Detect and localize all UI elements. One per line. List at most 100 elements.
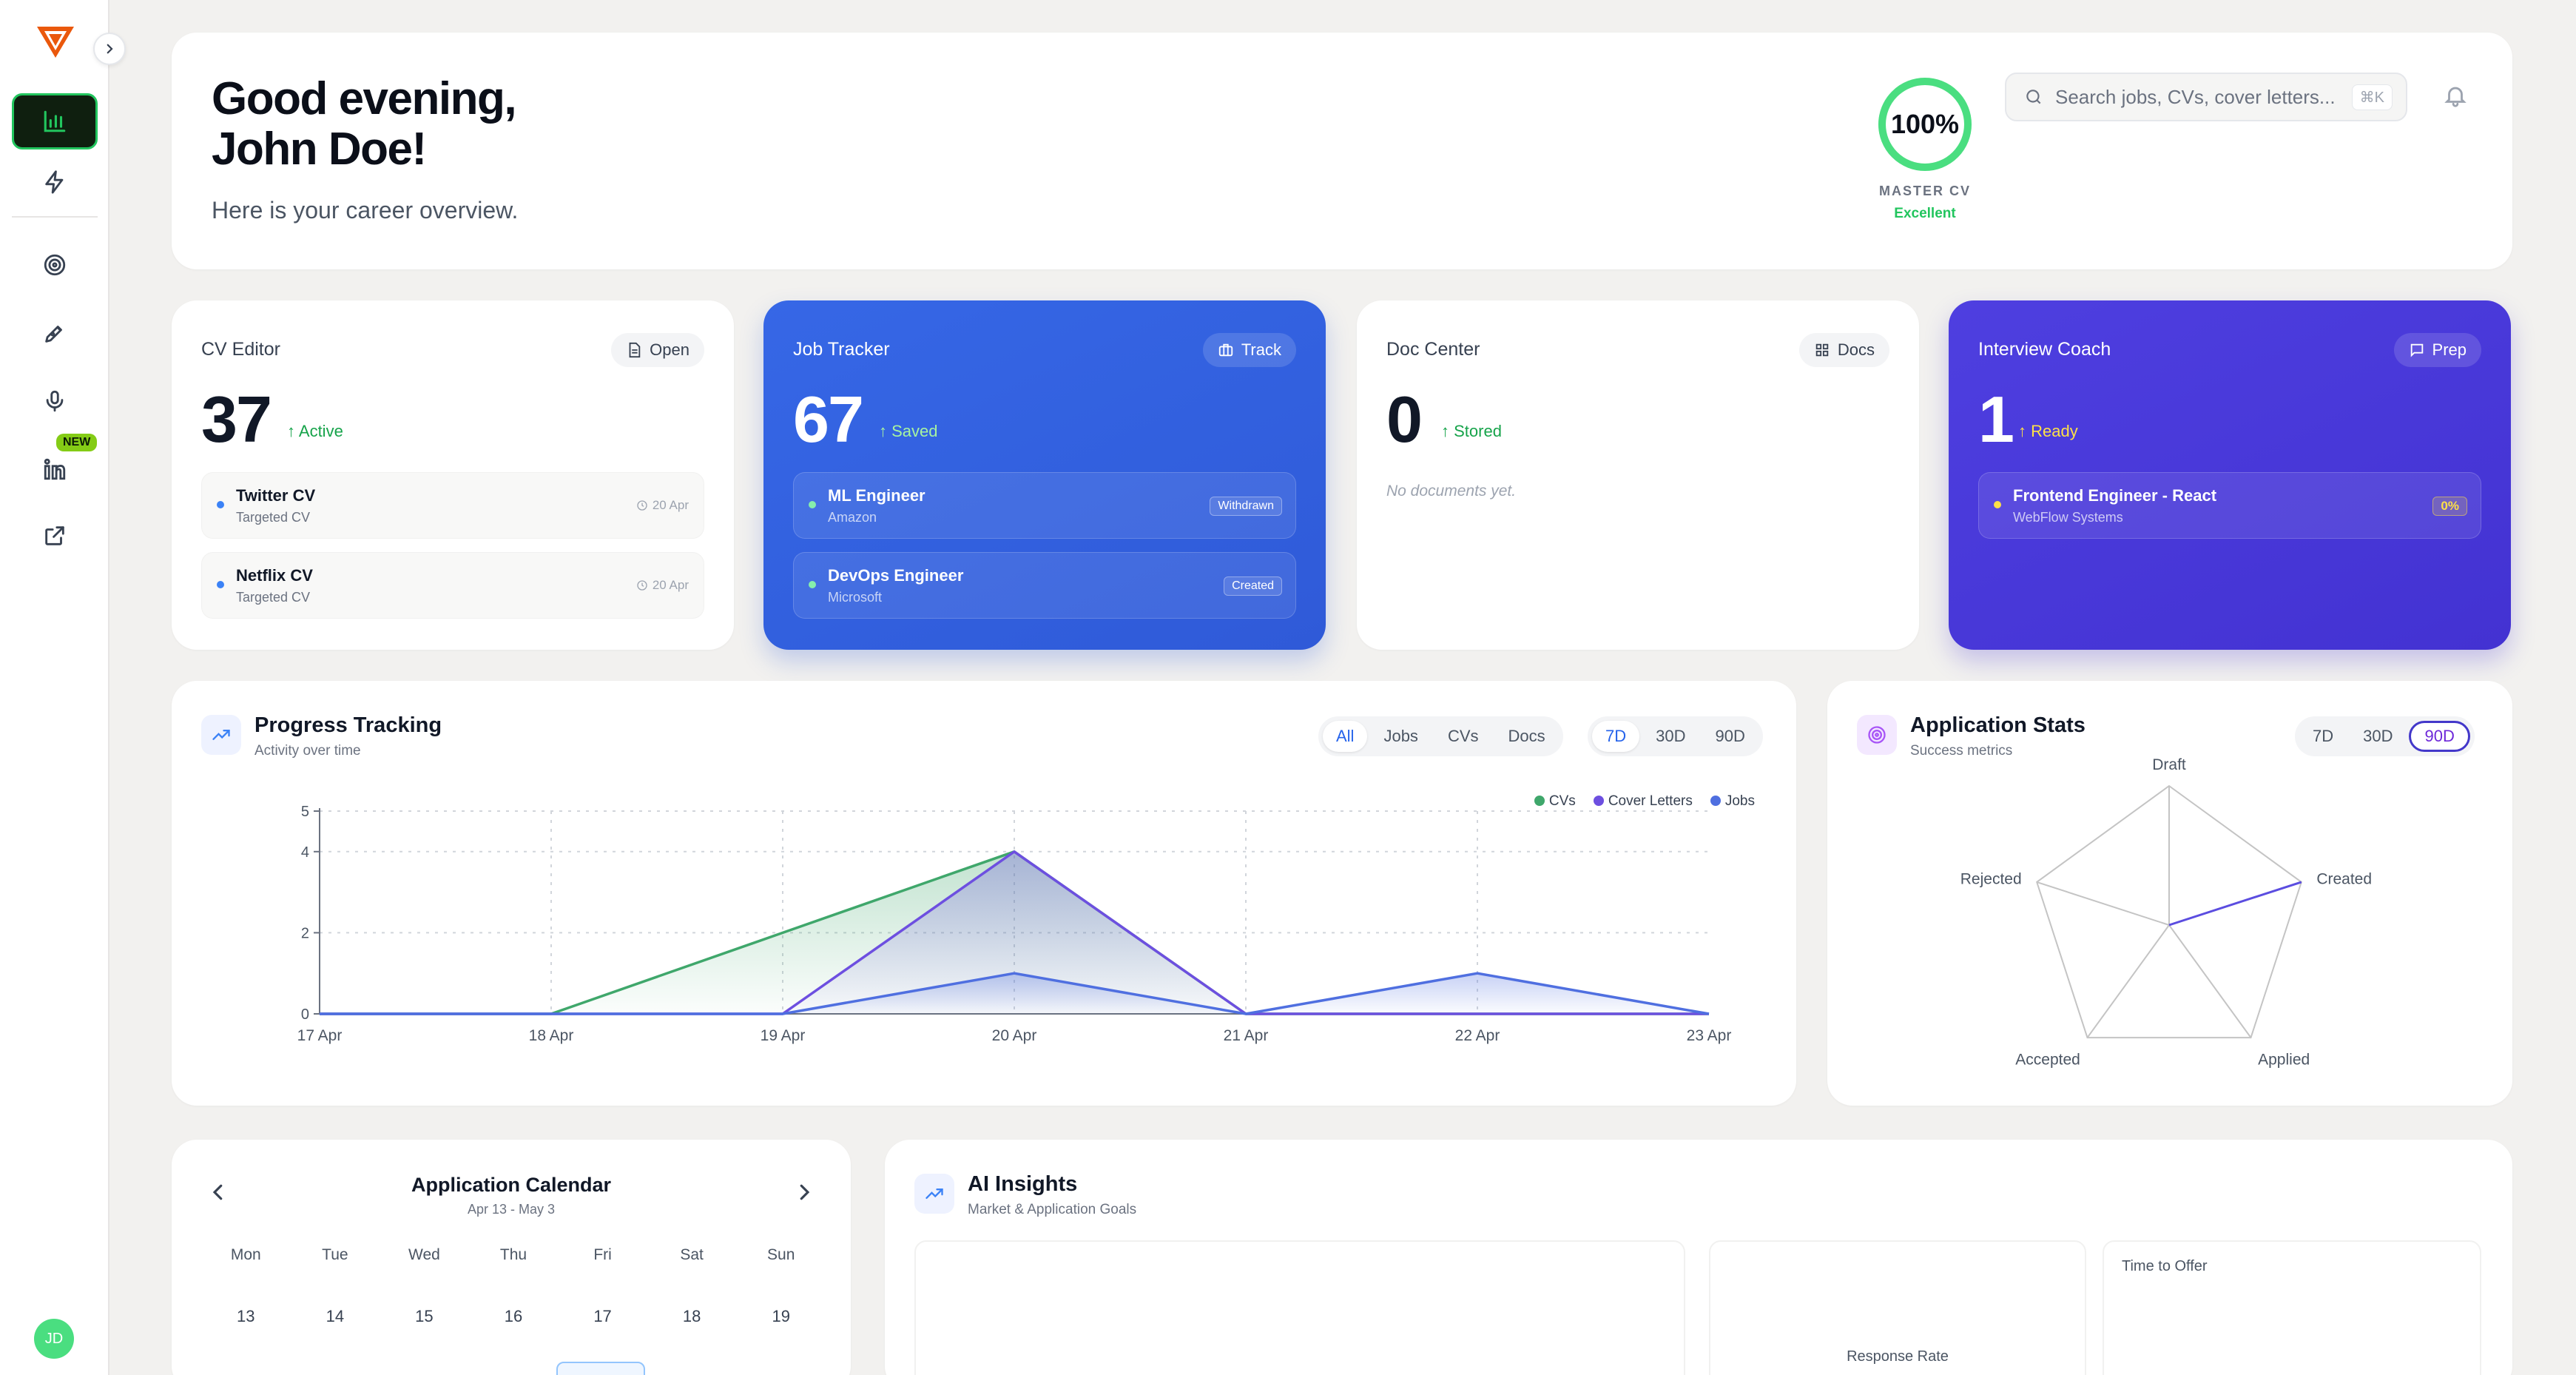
calendar-day[interactable]: 15: [415, 1307, 434, 1325]
range-30d-tab[interactable]: 30D: [1656, 727, 1686, 745]
filter-docs-tab[interactable]: Docs: [1508, 727, 1545, 745]
section-subtitle: Success metrics: [1910, 743, 2013, 759]
greeting-line1: Good evening,: [212, 73, 517, 124]
status-dot: [1994, 501, 2001, 508]
list-item[interactable]: DevOps Engineer Microsoft Created: [793, 552, 1296, 619]
range-7d-tab[interactable]: 7D: [2313, 727, 2334, 745]
open-cv-editor-button[interactable]: Open: [611, 333, 704, 367]
list-item[interactable]: Netflix CV Targeted CV 20 Apr: [201, 552, 704, 619]
nav-linkedin-button[interactable]: [12, 441, 98, 497]
calendar-day[interactable]: 13: [237, 1307, 255, 1325]
weekday-label: Fri: [593, 1246, 612, 1263]
previous-month-button[interactable]: [207, 1181, 229, 1203]
track-jobs-button[interactable]: Track: [1202, 333, 1296, 367]
progress-badge: 0%: [2432, 497, 2467, 516]
y-tick-label: 0: [301, 1006, 309, 1023]
range-7d-tab[interactable]: 7D: [1592, 721, 1640, 752]
calendar-day[interactable]: 16: [504, 1307, 523, 1325]
interview-count: 1: [1978, 383, 2014, 456]
open-docs-button[interactable]: Docs: [1798, 333, 1889, 367]
item-date: 20 Apr: [636, 498, 689, 513]
activity-area-chart: 0 2 4 5 17 Apr 18 Apr 19 Apr 20 Apr 21 Apr 22 Apr…: [297, 804, 1732, 1044]
cv-editor-card[interactable]: CV Editor Open 37 ↑ Active Twitter CV Ta…: [172, 300, 734, 650]
nav-analytics-button[interactable]: [12, 93, 98, 149]
y-tick-label: 4: [301, 844, 309, 861]
list-item[interactable]: ML Engineer Amazon Withdrawn: [793, 472, 1296, 539]
nav-external-button[interactable]: [12, 508, 98, 564]
weekday-label: Wed: [408, 1246, 440, 1263]
filter-jobs-tab[interactable]: Jobs: [1383, 727, 1418, 745]
nav-goals-button[interactable]: [12, 237, 98, 293]
nav-interview-button[interactable]: [12, 373, 98, 429]
legend-label: Jobs: [1724, 793, 1755, 809]
radar-axis-label: Draft: [2152, 756, 2186, 773]
calendar-title: Application Calendar: [411, 1174, 612, 1196]
radar-grid: [2036, 784, 2302, 1039]
job-tracker-card[interactable]: Job Tracker Track 67 ↑ Saved ML Engineer…: [763, 300, 1326, 650]
list-item[interactable]: Frontend Engineer - React WebFlow System…: [1978, 472, 2481, 539]
range-30d-tab[interactable]: 30D: [2363, 727, 2393, 745]
calendar-day[interactable]: 14: [326, 1307, 345, 1325]
application-stats-radar-chart: Draft Created Applied Accepted Rejected: [1960, 756, 2372, 1068]
progress-range-tabs: 7D 30D 90D: [1588, 716, 1763, 756]
master-cv-status: Excellent: [1894, 206, 1956, 221]
briefcase-icon: [1218, 343, 1233, 357]
nav-quick-actions-button[interactable]: [12, 154, 98, 210]
linkedin-icon: [44, 458, 66, 480]
stats-range-tabs: 7D 30D 90D: [2295, 716, 2475, 756]
prep-interview-button[interactable]: Prep: [2393, 333, 2481, 367]
target-icon: [44, 254, 66, 276]
y-tick-label: 2: [301, 925, 309, 941]
card-title: Doc Center: [1386, 339, 1480, 360]
calendar-range: Apr 13 - May 3: [467, 1202, 556, 1217]
new-badge: NEW: [56, 434, 98, 451]
filter-all-tab[interactable]: All: [1323, 721, 1368, 752]
grid-icon: [1815, 343, 1829, 357]
range-90d-tab[interactable]: 90D: [2409, 721, 2470, 752]
user-avatar[interactable]: JD: [34, 1319, 74, 1359]
calendar-day[interactable]: 17: [593, 1307, 612, 1325]
section-title: AI Insights: [968, 1172, 1078, 1196]
section-title: Application Stats: [1910, 713, 2086, 737]
master-cv-label: MASTER CV: [1878, 184, 1971, 198]
application-stats-panel: Application Stats Success metrics 7D 30D…: [1827, 681, 2512, 1106]
button-label: Docs: [1837, 340, 1875, 359]
external-link-icon: [45, 526, 64, 545]
filter-cvs-tab[interactable]: CVs: [1447, 727, 1479, 745]
status-dot: [217, 581, 224, 588]
section-subtitle: Activity over time: [254, 743, 361, 759]
section-title: Progress Tracking: [254, 713, 442, 737]
calendar-day[interactable]: 18: [682, 1307, 701, 1325]
nav-divider: [12, 216, 98, 218]
weekday-label: Thu: [499, 1246, 527, 1263]
range-90d-tab[interactable]: 90D: [1715, 727, 1745, 745]
doc-center-card[interactable]: Doc Center Docs 0 ↑ Stored No documents …: [1357, 300, 1919, 650]
radar-axis-label: Applied: [2258, 1051, 2310, 1068]
item-title: DevOps Engineer: [828, 566, 964, 585]
trend-icon: [914, 1174, 954, 1214]
series-area: [320, 973, 1709, 1014]
item-subtitle: Targeted CV: [236, 510, 311, 525]
list-item[interactable]: Twitter CV Targeted CV 20 Apr: [201, 472, 704, 539]
welcome-header: Good evening, John Doe! Here is your car…: [172, 33, 2512, 269]
button-label: Track: [1241, 340, 1281, 359]
calendar-day[interactable]: 19: [772, 1307, 790, 1325]
nav-cover-letter-button[interactable]: [12, 305, 98, 361]
ai-insights-panel: AI Insights Market & Application Goals R…: [885, 1140, 2512, 1375]
search-box: ⌘K: [2005, 73, 2407, 121]
next-month-button[interactable]: [793, 1181, 815, 1203]
doc-count: 0: [1386, 383, 1423, 456]
selected-day-highlight[interactable]: [556, 1362, 645, 1375]
legend-item: Jobs: [1710, 793, 1755, 810]
notifications-bell-icon[interactable]: [2443, 83, 2468, 108]
item-title: ML Engineer: [828, 486, 925, 505]
x-tick-label: 20 Apr: [992, 1027, 1037, 1044]
sidebar-collapse-button[interactable]: [93, 33, 126, 65]
interview-coach-card[interactable]: Interview Coach Prep 1 ↑ Ready Frontend …: [1949, 300, 2511, 650]
search-input[interactable]: [2055, 85, 2336, 109]
button-label: Open: [650, 340, 689, 359]
x-tick-label: 23 Apr: [1687, 1027, 1732, 1044]
progress-tracking-panel: Progress Tracking Activity over time All…: [172, 681, 1796, 1106]
y-tick-label: 5: [301, 804, 309, 820]
weekday-label: Mon: [230, 1246, 261, 1263]
